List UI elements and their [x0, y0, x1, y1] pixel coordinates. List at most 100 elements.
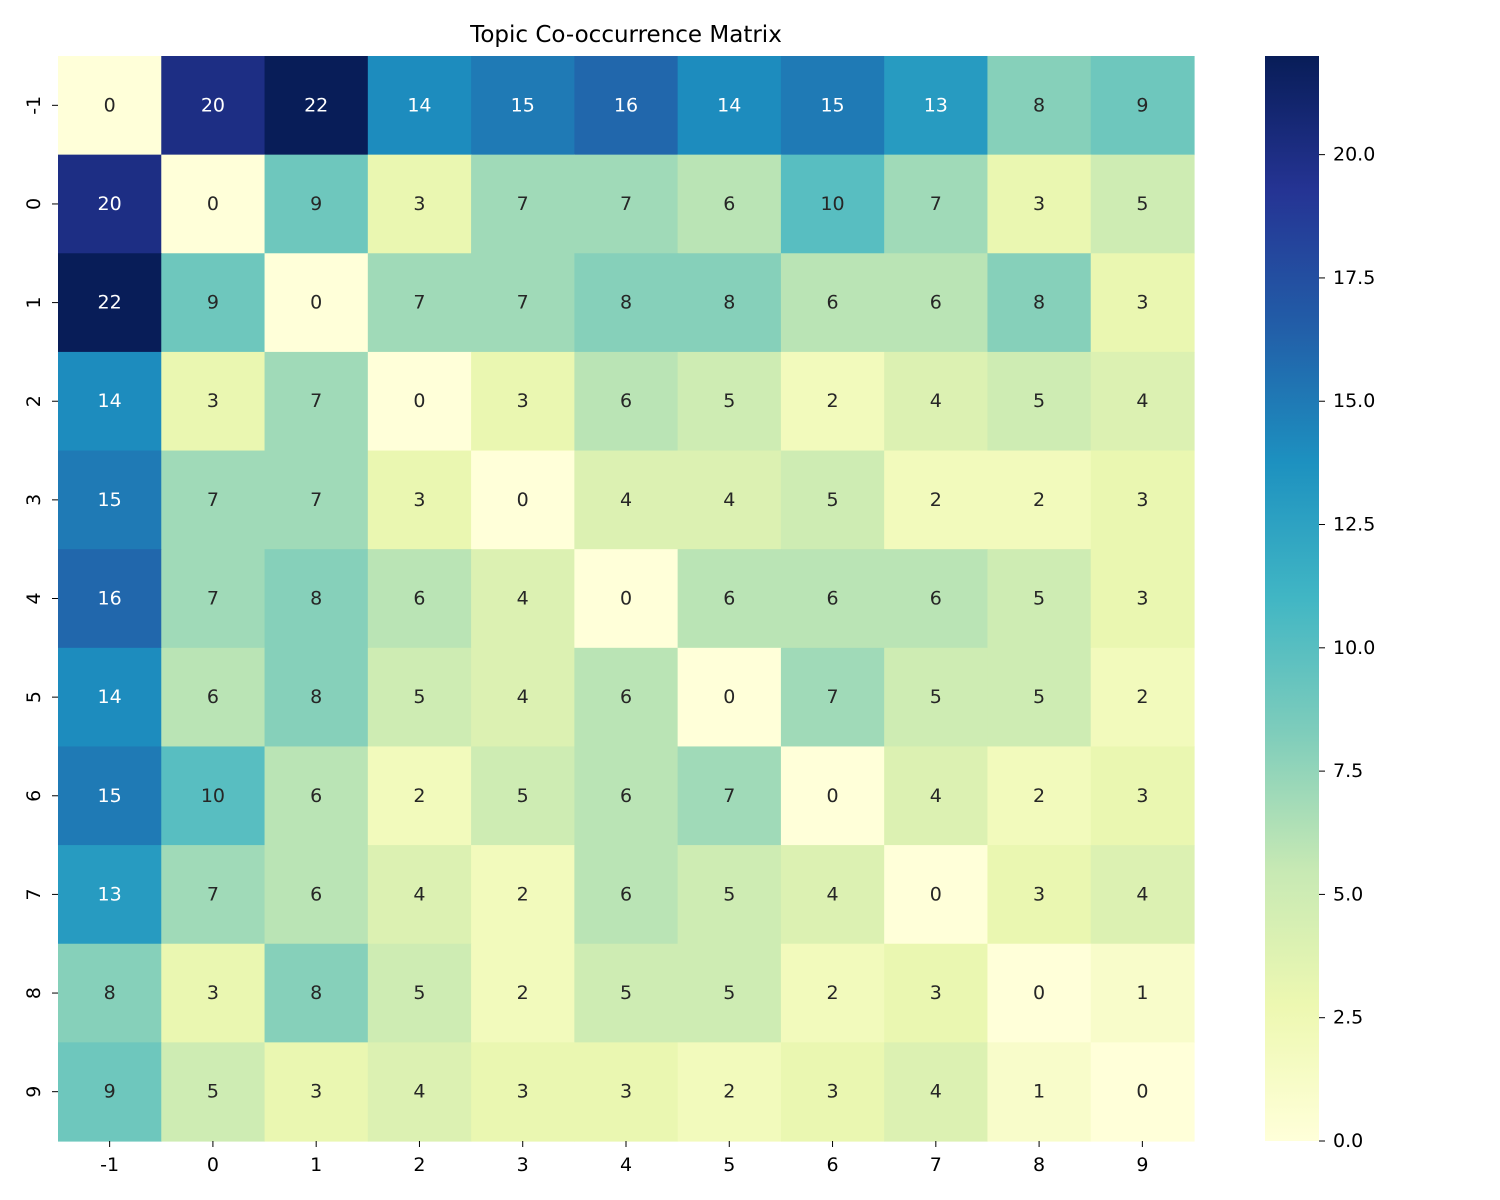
- cell-value-label: 5: [723, 390, 735, 412]
- heatmap-cell: [574, 351, 679, 452]
- cell-value-label: 0: [517, 489, 529, 511]
- cell-value-label: 4: [930, 785, 942, 807]
- cell-value-label: 5: [827, 489, 839, 511]
- cell-value-label: 14: [98, 686, 122, 708]
- heatmap-cell: [58, 746, 162, 846]
- colorbar-tick-label: 12.5: [1333, 514, 1375, 536]
- cell-value-label: 8: [310, 686, 322, 708]
- heatmap-cell: [367, 450, 472, 550]
- heatmap-cell: [780, 56, 885, 156]
- heatmap-cell: [471, 943, 575, 1043]
- cell-value-label: 16: [614, 94, 638, 116]
- heatmap-cell: [264, 154, 369, 254]
- cell-value-label: 0: [310, 292, 322, 314]
- heatmap-cell: [161, 746, 266, 846]
- cell-value-label: 3: [413, 193, 425, 215]
- cell-value-label: 5: [1033, 686, 1045, 708]
- heatmap-cell: [987, 154, 1092, 254]
- heatmap-cell: [1090, 647, 1195, 748]
- heatmap-cell: [367, 1042, 472, 1142]
- cell-value-label: 7: [827, 686, 839, 708]
- heatmap-cell: [677, 253, 782, 353]
- heatmap-cell: [574, 549, 679, 649]
- heatmap-cell: [884, 549, 989, 649]
- heatmap-cell: [367, 253, 472, 353]
- colorbar-tick-label: 10.0: [1333, 637, 1375, 659]
- cell-value-label: 3: [207, 982, 219, 1004]
- cell-value-label: 4: [930, 390, 942, 412]
- cell-value-label: 6: [620, 390, 632, 412]
- cell-value-label: 6: [827, 292, 839, 314]
- cell-value-label: 14: [717, 94, 741, 116]
- cell-value-label: 10: [201, 785, 225, 807]
- cell-value-label: 0: [1033, 982, 1045, 1004]
- heatmap-cell: [161, 943, 266, 1043]
- heatmap-cell: [367, 647, 472, 748]
- cell-value-label: 3: [1136, 785, 1148, 807]
- heatmap-cell: [987, 549, 1092, 649]
- heatmap-cell: [780, 253, 885, 353]
- heatmap-cell: [884, 450, 989, 550]
- x-tick-label: 1: [310, 1154, 322, 1176]
- heatmap-cell: [574, 746, 679, 846]
- cell-value-label: 4: [517, 686, 529, 708]
- colorbar-tick-label: 5.0: [1333, 883, 1363, 905]
- heatmap-cell: [264, 253, 369, 353]
- cell-value-label: 3: [1136, 588, 1148, 610]
- heatmap-cell: [264, 450, 369, 550]
- cell-value-label: 6: [310, 785, 322, 807]
- cell-value-label: 3: [310, 1081, 322, 1103]
- cell-value-label: 5: [723, 883, 735, 905]
- heatmap-cell: [367, 154, 472, 254]
- cell-value-label: 5: [1136, 193, 1148, 215]
- cell-value-label: 8: [310, 982, 322, 1004]
- x-tick-label: 7: [930, 1154, 942, 1176]
- cell-value-label: 3: [930, 982, 942, 1004]
- cell-value-label: 4: [517, 588, 529, 610]
- colorbar-ticks: 0.0 2.5 5.0 7.5 10.0 12.5 15.0 17.5 20.0: [1319, 144, 1375, 1152]
- cell-value-label: 0: [620, 588, 632, 610]
- heatmap-cell: [1090, 943, 1195, 1043]
- colorbar-tick-label: 0.0: [1333, 1130, 1363, 1152]
- heatmap-cell: [471, 746, 575, 846]
- x-tick-label: 0: [207, 1154, 219, 1176]
- cell-value-label: 5: [930, 686, 942, 708]
- cell-value-label: 6: [930, 292, 942, 314]
- colorbar-gradient: [1265, 56, 1319, 1141]
- y-tick-label: 9: [23, 1086, 45, 1098]
- cell-value-label: 0: [413, 390, 425, 412]
- heatmap-cell: [884, 943, 989, 1043]
- y-tick-label: -1: [23, 96, 45, 115]
- x-tick-label: 6: [826, 1154, 838, 1176]
- heatmap-cell: [1090, 746, 1195, 846]
- heatmap-cell: [161, 1042, 266, 1142]
- heatmap-cell: [677, 943, 782, 1043]
- cell-value-label: 6: [723, 193, 735, 215]
- cell-value-label: 2: [1033, 489, 1045, 511]
- heatmap-cell: [780, 943, 885, 1043]
- cell-value-label: 5: [207, 1081, 219, 1103]
- cell-value-label: 6: [620, 686, 632, 708]
- cell-value-label: 14: [407, 94, 431, 116]
- heatmap-cell: [1090, 56, 1195, 156]
- heatmap-cell: [884, 351, 989, 452]
- cell-value-label: 7: [517, 193, 529, 215]
- heatmap-cell: [574, 845, 679, 945]
- colorbar-tick-label: 7.5: [1333, 760, 1363, 782]
- y-tick-label: 1: [23, 297, 45, 309]
- cell-value-label: 4: [1136, 883, 1148, 905]
- heatmap-cell: [58, 56, 162, 156]
- heatmap-cell: [264, 943, 369, 1043]
- cell-value-label: 7: [413, 292, 425, 314]
- heatmap-cell: [677, 450, 782, 550]
- heatmap-cell: [471, 56, 575, 156]
- cell-value-label: 0: [827, 785, 839, 807]
- heatmap-cells: 0 20 22 14 15 16 14 15 13 8 920 0 9 3 7 7 6 10 7 3 522 9 0 7 7 8 8…: [58, 56, 1195, 1142]
- cell-value-label: 5: [413, 982, 425, 1004]
- heatmap-cell: [471, 1042, 575, 1142]
- cell-value-label: 7: [620, 193, 632, 215]
- cell-value-label: 3: [1136, 292, 1148, 314]
- cell-value-label: 6: [930, 588, 942, 610]
- heatmap-cell: [161, 647, 266, 748]
